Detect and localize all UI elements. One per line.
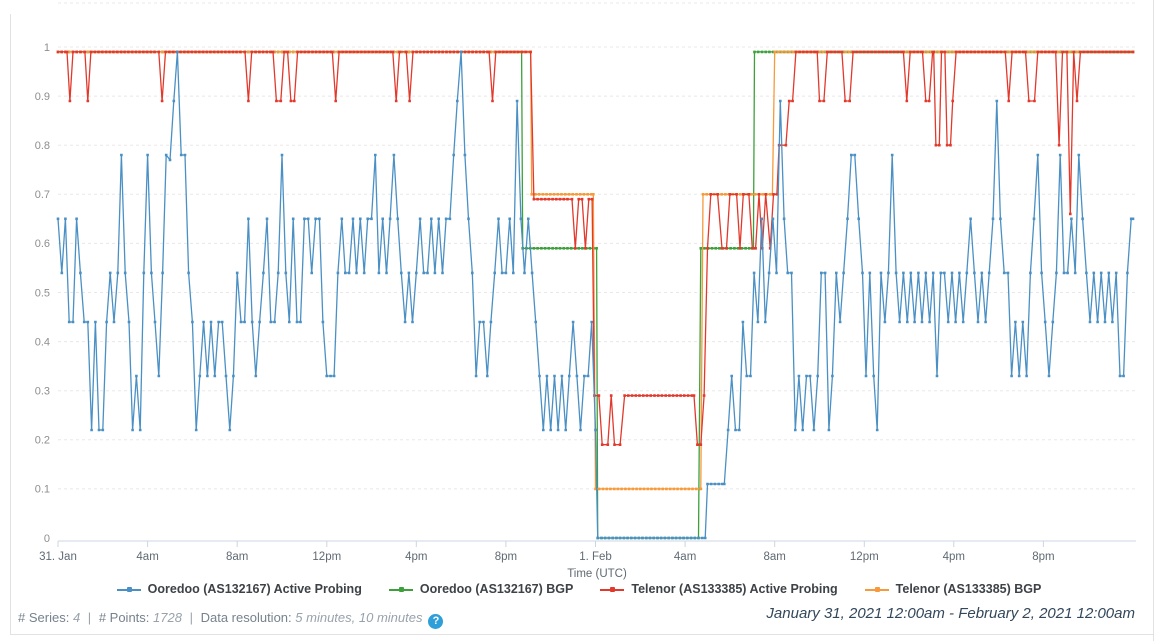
x-tick-label: 4pm [405, 551, 427, 563]
y-tick-label: 0.6 [35, 238, 50, 250]
separator: | [87, 610, 92, 625]
y-tick-label: 0.7 [35, 189, 50, 201]
date-range: January 31, 2021 12:00am - February 2, 2… [766, 605, 1135, 622]
x-tick-label: 8pm [1032, 551, 1054, 563]
y-tick-label: 0.4 [35, 336, 50, 348]
x-axis: 31. Jan 4am 8am 12pm 4pm 8pm 1. Feb 4am 8am 12pm 4… [39, 540, 1136, 580]
x-tick-label: 8pm [495, 551, 517, 563]
legend-label: Ooredoo (AS132167) BGP [419, 582, 574, 596]
x-tick-label: 4am [674, 551, 696, 563]
legend-marker-icon [388, 585, 413, 594]
y-tick-label: 0.5 [35, 287, 50, 299]
legend-item-1[interactable]: Ooredoo (AS132167) BGP [388, 582, 574, 596]
series-count-value: 4 [72, 610, 81, 625]
y-tick-label: 1 [44, 42, 50, 54]
legend-item-2[interactable]: Telenor (AS133385) Active Probing [600, 582, 838, 596]
points-count-value: 1728 [153, 610, 182, 625]
y-tick-label: 0 [44, 533, 50, 545]
x-tick-label: 1. Feb [579, 551, 612, 563]
panel-border-bottom [10, 634, 1154, 635]
y-tick-label: 0.9 [35, 91, 50, 103]
legend-label: Ooredoo (AS132167) Active Probing [147, 582, 362, 596]
x-tick-label: 4am [136, 551, 158, 563]
legend-label: Telenor (AS133385) BGP [895, 582, 1042, 596]
legend-item-0[interactable]: Ooredoo (AS132167) Active Probing [116, 582, 362, 596]
legend-marker-icon [116, 585, 141, 594]
chart-stats: # Series: 4 | # Points: 1728 | Data reso… [18, 610, 444, 629]
panel-border-right [1153, 0, 1154, 641]
help-icon[interactable]: ? [428, 614, 444, 629]
x-tick-label: 8am [764, 551, 786, 563]
legend-marker-icon [864, 585, 889, 594]
data-resolution-label: Data resolution: [200, 610, 292, 625]
points-count-label: # Points: [98, 610, 150, 625]
separator: | [189, 610, 193, 625]
legend-item-3[interactable]: Telenor (AS133385) BGP [864, 582, 1042, 596]
timeseries-chart[interactable]: 0 0.1 0.2 0.3 0.4 0.5 0.6 0.7 0.8 0.9 1 31. Jan 4am 8… [0, 0, 1158, 580]
series-telenor-as133385-active-probing [56, 50, 1135, 446]
data-resolution-value: 5 minutes, 10 minutes [295, 610, 423, 625]
y-tick-label: 0.3 [35, 386, 50, 398]
x-tick-label: 4pm [943, 551, 965, 563]
legend-label: Telenor (AS133385) Active Probing [631, 582, 838, 596]
x-tick-label: 31. Jan [39, 551, 77, 563]
legend-marker-icon [600, 585, 625, 594]
y-tick-label: 0.2 [35, 435, 50, 447]
y-tick-label: 0.1 [35, 484, 50, 496]
y-tick-label: 0.8 [35, 140, 50, 152]
series-ooredoo-as132167-active-probing [56, 50, 1135, 540]
x-tick-label: 8am [226, 551, 248, 563]
legend: Ooredoo (AS132167) Active Probing Ooredoo… [0, 582, 1158, 596]
x-tick-label: 12pm [312, 551, 341, 563]
x-axis-title: Time (UTC) [567, 568, 627, 580]
x-tick-label: 12pm [850, 551, 879, 563]
y-grid: 0 0.1 0.2 0.3 0.4 0.5 0.6 0.7 0.8 0.9 1 [35, 2, 1136, 545]
panel-border-left [10, 14, 11, 634]
series-count-label: # Series: [18, 610, 70, 625]
